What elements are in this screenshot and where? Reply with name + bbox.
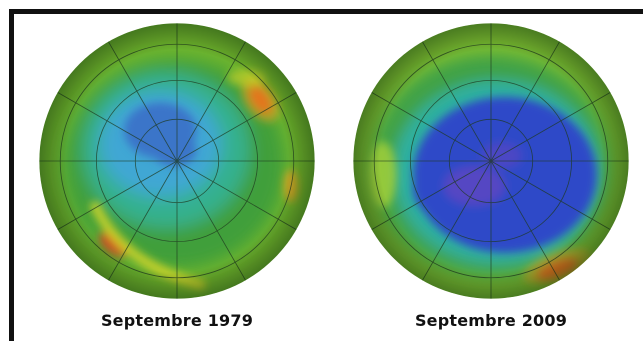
caption-2009: Septembre 2009 xyxy=(414,311,568,330)
ozone-map-1979 xyxy=(39,23,315,299)
caption-1979: Septembre 1979 xyxy=(100,311,254,330)
ozone-map-2009 xyxy=(353,23,629,299)
